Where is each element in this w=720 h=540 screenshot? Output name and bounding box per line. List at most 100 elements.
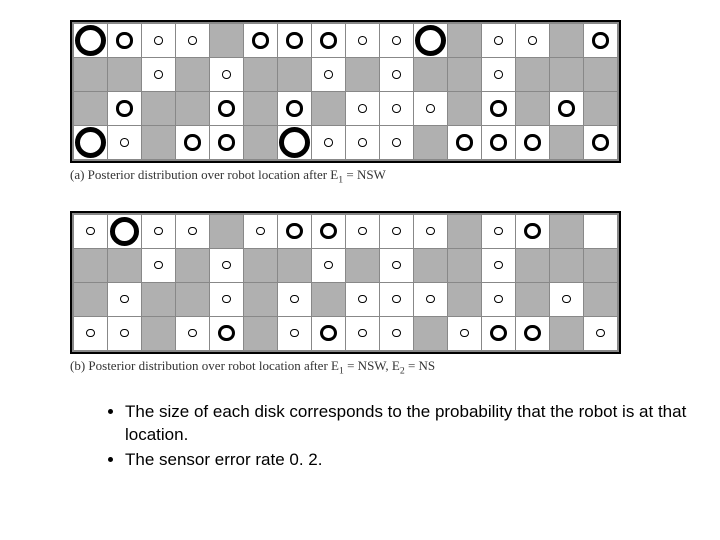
probability-disk (490, 134, 506, 150)
grid-cell (346, 24, 379, 57)
probability-disk (286, 32, 302, 48)
probability-disk (188, 227, 197, 236)
grid-cell (414, 92, 447, 125)
grid-cell (312, 249, 345, 282)
probability-disk (218, 325, 234, 341)
grid-cell (550, 126, 583, 159)
grid-cell (278, 317, 311, 350)
grid-cell (516, 92, 549, 125)
probability-disk (286, 223, 302, 239)
grid-cell (584, 126, 617, 159)
probability-disk (494, 295, 503, 304)
grid-cell (142, 249, 175, 282)
probability-disk (490, 325, 506, 341)
probability-disk (358, 138, 367, 147)
grid-cell (584, 24, 617, 57)
grid-cell (142, 126, 175, 159)
probability-disk (86, 329, 95, 338)
grid-cell (482, 283, 515, 316)
probability-disk (358, 36, 367, 45)
grid-cell (176, 24, 209, 57)
grid-cell (74, 58, 107, 91)
probability-disk (592, 32, 608, 48)
grid-cell (550, 283, 583, 316)
grid-cell (550, 317, 583, 350)
grid-cell (584, 317, 617, 350)
probability-disk (358, 295, 367, 304)
caption-b: (b) Posterior distribution over robot lo… (70, 358, 700, 377)
probability-disk (320, 223, 336, 239)
probability-disk (392, 36, 401, 45)
grid-cell (380, 92, 413, 125)
probability-disk (392, 329, 401, 338)
grid-cell (380, 215, 413, 248)
probability-disk (392, 261, 401, 270)
probability-disk (222, 295, 231, 304)
grid-a-wrapper (70, 20, 621, 163)
grid-cell (584, 215, 617, 248)
grid-cell (482, 24, 515, 57)
probability-disk (120, 138, 129, 147)
grid-cell (516, 317, 549, 350)
grid-cell (448, 24, 481, 57)
grid-cell (516, 126, 549, 159)
grid-cell (380, 317, 413, 350)
grid-cell (380, 126, 413, 159)
grid-cell (414, 283, 447, 316)
grid-cell (312, 215, 345, 248)
probability-disk (392, 70, 401, 79)
probability-disk (188, 36, 197, 45)
grid-cell (550, 58, 583, 91)
grid-cell (346, 58, 379, 91)
grid-cell (108, 126, 141, 159)
probability-disk (426, 295, 435, 304)
probability-disk (592, 134, 608, 150)
grid-cell (380, 58, 413, 91)
grid-cell (108, 24, 141, 57)
probability-disk (154, 227, 163, 236)
grid-cell (176, 215, 209, 248)
grid-cell (74, 283, 107, 316)
bullet-item: The size of each disk corresponds to the… (125, 401, 700, 447)
probability-disk (154, 261, 163, 270)
grid-cell (278, 215, 311, 248)
probability-disk (188, 329, 197, 338)
grid-cell (346, 215, 379, 248)
probability-disk (358, 104, 367, 113)
figure-a: (a) Posterior distribution over robot lo… (70, 20, 700, 186)
probability-disk (358, 329, 367, 338)
grid-cell (346, 126, 379, 159)
grid-cell (482, 215, 515, 248)
grid-cell (516, 283, 549, 316)
grid-cell (448, 92, 481, 125)
grid-cell (448, 283, 481, 316)
grid-cell (210, 126, 243, 159)
probability-disk (290, 329, 299, 338)
grid-cell (482, 126, 515, 159)
grid-cell (482, 249, 515, 282)
grid-cell (516, 58, 549, 91)
probability-disk (494, 227, 503, 236)
grid-cell (414, 215, 447, 248)
grid-cell (312, 283, 345, 316)
grid-cell (448, 126, 481, 159)
bullet-item: The sensor error rate 0. 2. (125, 449, 700, 472)
grid-cell (244, 58, 277, 91)
grid-cell (516, 215, 549, 248)
grid-cell (414, 126, 447, 159)
grid-cell (482, 92, 515, 125)
probability-disk (415, 25, 446, 56)
probability-disk (358, 227, 367, 236)
grid-cell (414, 58, 447, 91)
grid-cell (210, 215, 243, 248)
probability-disk (558, 100, 574, 116)
grid-cell (380, 24, 413, 57)
grid-cell (74, 24, 107, 57)
grid-cell (244, 249, 277, 282)
grid-cell (448, 58, 481, 91)
probability-disk (218, 100, 234, 116)
probability-disk (320, 325, 336, 341)
grid-cell (312, 317, 345, 350)
grid-cell (550, 249, 583, 282)
probability-disk (324, 138, 333, 147)
